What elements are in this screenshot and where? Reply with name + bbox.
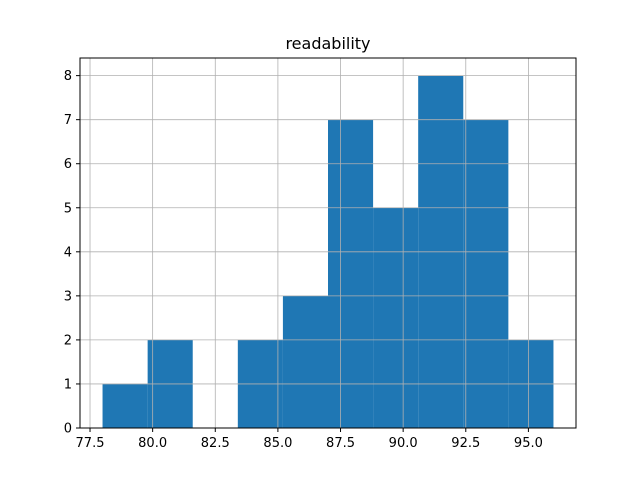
y-tick-label: 8: [64, 69, 72, 84]
histogram-bar: [328, 120, 373, 428]
x-tick-label: 77.5: [76, 436, 105, 451]
x-tick-label: 95.0: [514, 436, 543, 451]
histogram-bar: [463, 120, 508, 428]
histogram-bar: [283, 296, 328, 428]
y-tick-label: 3: [64, 289, 72, 304]
x-tick-label: 87.5: [326, 436, 355, 451]
histogram-bar: [373, 208, 418, 428]
y-tick-label: 0: [64, 422, 72, 437]
y-tick-label: 1: [64, 377, 72, 392]
y-tick-label: 5: [64, 201, 72, 216]
y-tick-label: 6: [64, 157, 72, 172]
x-tick-label: 90.0: [389, 436, 418, 451]
y-tick-label: 2: [64, 333, 72, 348]
y-tick-label: 7: [64, 113, 72, 128]
x-tick-label: 82.5: [201, 436, 230, 451]
histogram-bar: [103, 384, 148, 428]
x-tick-label: 80.0: [138, 436, 167, 451]
x-tick-label: 85.0: [263, 436, 292, 451]
chart-title: readability: [285, 34, 370, 53]
y-tick-label: 4: [64, 245, 72, 260]
x-tick-label: 92.5: [451, 436, 480, 451]
